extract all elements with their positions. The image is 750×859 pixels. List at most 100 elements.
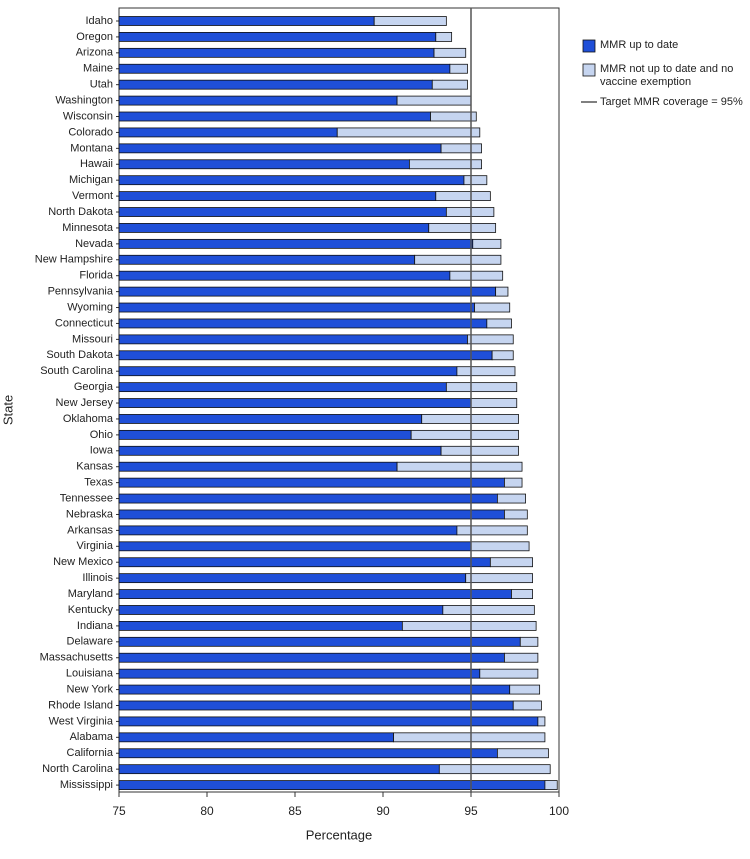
bar-segment [467, 334, 514, 345]
bar-segment [118, 334, 468, 345]
bar-segment [118, 254, 416, 265]
bar-segment [456, 525, 528, 536]
y-tick-label: Nevada [75, 238, 114, 250]
y-tick-label: New Mexico [53, 556, 113, 568]
legend-swatch [582, 63, 596, 77]
bar-segment [118, 223, 430, 233]
bar-segment [118, 461, 398, 472]
bar-segment [118, 541, 472, 552]
y-tick-label: Connecticut [55, 317, 113, 329]
y-tick-label: Illinois [82, 572, 113, 584]
bar-segment [118, 429, 412, 440]
bar-segment [511, 589, 534, 599]
bar-segment [118, 509, 505, 520]
bar-segment [118, 398, 472, 408]
bar-segment [474, 302, 511, 313]
bar-segment [118, 557, 491, 568]
bar-segment [445, 207, 495, 217]
y-tick-label: South Dakota [46, 349, 114, 361]
y-tick-label: Michigan [69, 174, 113, 186]
y-tick-label: Maryland [68, 588, 113, 600]
x-tick-label: 90 [376, 804, 390, 818]
y-tick-label: Louisiana [66, 668, 114, 680]
bar-segment [393, 732, 546, 743]
bar-segment [491, 350, 514, 361]
bar-segment [486, 318, 512, 329]
bar-segment [118, 732, 394, 743]
y-tick-label: Georgia [74, 381, 114, 393]
y-tick-label: Washington [55, 94, 113, 106]
y-tick-label: Tennessee [60, 492, 113, 504]
bar-segment [472, 238, 502, 249]
y-tick-label: Delaware [67, 636, 113, 648]
bar-segment [118, 270, 451, 281]
y-tick-label: Hawaii [80, 158, 113, 170]
bar-segment [118, 620, 403, 631]
bar-segment [431, 79, 468, 90]
y-tick-label: Kentucky [68, 604, 114, 616]
y-tick-label: Rhode Island [48, 699, 113, 711]
bar-segment [118, 302, 475, 313]
bar-segment [118, 191, 437, 202]
y-axis-label: State [0, 395, 15, 425]
bar-segment [470, 541, 530, 552]
legend-swatch [582, 39, 596, 53]
bar-segment [118, 127, 338, 138]
y-tick-label: Pennsylvania [48, 286, 114, 298]
bar-segment [509, 684, 541, 695]
y-tick-label: Indiana [77, 620, 114, 632]
bar-segment [435, 191, 491, 202]
bar-segment [438, 764, 551, 775]
bar-segment [118, 700, 514, 711]
y-tick-label: Wisconsin [63, 110, 113, 122]
bar-segment [118, 382, 447, 393]
bar-segment [504, 652, 539, 663]
y-tick-label: Kansas [76, 461, 113, 473]
bar-segment [421, 414, 519, 424]
y-tick-label: Massachusetts [40, 652, 114, 664]
x-tick-label: 80 [200, 804, 214, 818]
x-axis-label: Percentage [306, 827, 373, 842]
bar-segment [118, 605, 444, 615]
bar-segment [504, 477, 523, 488]
y-tick-label: Minnesota [62, 222, 114, 234]
bar-segment [544, 780, 558, 790]
bar-segment [118, 95, 398, 106]
bar-segment [456, 366, 516, 377]
bar-segment [118, 493, 498, 504]
y-tick-label: Vermont [72, 190, 113, 202]
bar-segment [118, 47, 435, 58]
bar-segment [118, 652, 505, 663]
bar-segment [512, 700, 542, 711]
y-tick-label: New Jersey [56, 397, 114, 409]
bar-segment [118, 79, 433, 90]
y-tick-label: Florida [79, 270, 114, 282]
bar-segment [118, 636, 521, 647]
bar-segment [118, 477, 505, 488]
bar-segment [401, 620, 537, 631]
y-tick-label: Oregon [76, 31, 113, 43]
bar-segment [118, 111, 431, 122]
y-tick-label: Texas [84, 477, 113, 489]
bar-segment [118, 366, 458, 377]
legend-label: MMR up to date [600, 39, 679, 51]
y-tick-label: Alabama [70, 731, 114, 743]
x-tick-label: 100 [549, 804, 569, 818]
bar-segment [118, 32, 437, 42]
y-tick-label: North Carolina [42, 763, 114, 775]
y-tick-label: New Hampshire [35, 254, 113, 266]
bar-segment [118, 238, 474, 249]
x-tick-label: 95 [464, 804, 478, 818]
bar-segment [430, 111, 477, 122]
y-tick-label: Arkansas [67, 524, 113, 536]
bar-segment [470, 398, 518, 408]
bar-segment [118, 589, 512, 599]
bar-segment [118, 350, 493, 361]
y-tick-label: California [67, 747, 114, 759]
bar-segment [504, 509, 528, 520]
bar-segment [396, 461, 523, 472]
legend-label: MMR not up to date and no vaccine exempt… [600, 63, 734, 88]
y-tick-label: Iowa [90, 445, 114, 457]
